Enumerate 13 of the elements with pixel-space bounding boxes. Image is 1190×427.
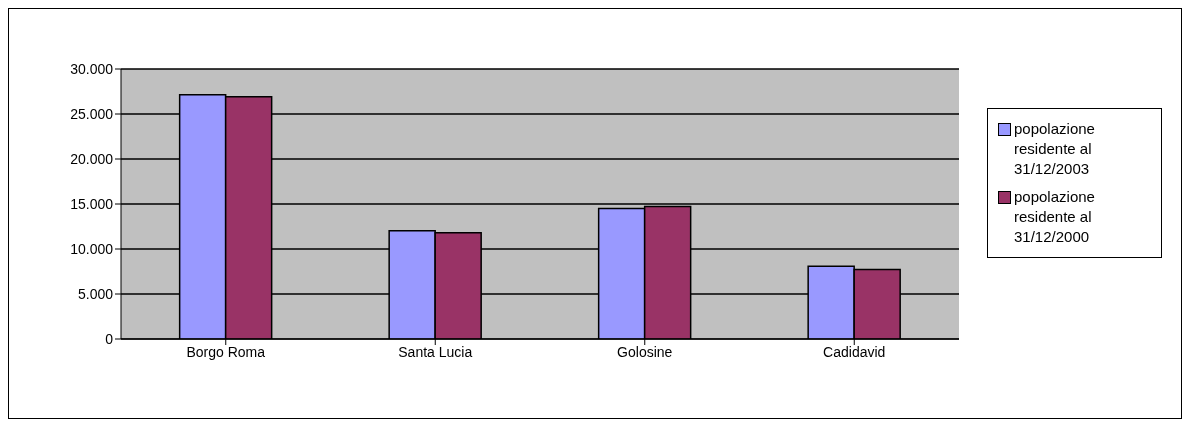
x-tick-label: Golosine [617, 343, 673, 360]
x-tick-label: Santa Lucia [398, 343, 473, 360]
y-tick-label: 0 [105, 330, 114, 347]
y-tick-label: 25.000 [70, 105, 114, 122]
legend-label: popolazione residente al 31/12/2000 [1014, 187, 1096, 247]
y-tick-label: 5.000 [77, 285, 114, 302]
y-tick-label: 10.000 [70, 240, 114, 257]
y-tick-label: 20.000 [70, 150, 114, 167]
y-tick-label: 15.000 [70, 195, 114, 212]
legend-label: popolazione residente al 31/12/2003 [1014, 119, 1096, 179]
x-tick-label: Cadidavid [823, 343, 886, 360]
x-tick-label: Borgo Roma [186, 343, 266, 360]
y-tick-label: 30.000 [70, 60, 114, 77]
